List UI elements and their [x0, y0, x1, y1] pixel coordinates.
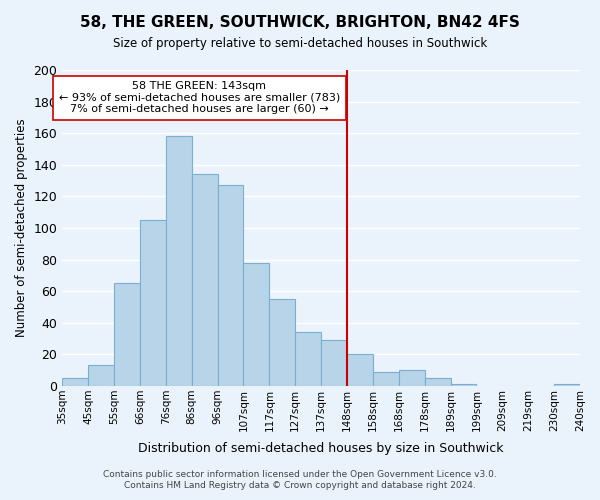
- Bar: [62, 378, 88, 386]
- Bar: [451, 384, 476, 386]
- Bar: [373, 372, 399, 386]
- Bar: [295, 332, 321, 386]
- Bar: [321, 340, 347, 386]
- Text: Size of property relative to semi-detached houses in Southwick: Size of property relative to semi-detach…: [113, 38, 487, 51]
- Bar: [554, 384, 580, 386]
- Text: 58 THE GREEN: 143sqm
← 93% of semi-detached houses are smaller (783)
7% of semi-: 58 THE GREEN: 143sqm ← 93% of semi-detac…: [59, 81, 340, 114]
- Bar: [269, 299, 295, 386]
- X-axis label: Distribution of semi-detached houses by size in Southwick: Distribution of semi-detached houses by …: [139, 442, 504, 455]
- Y-axis label: Number of semi-detached properties: Number of semi-detached properties: [15, 118, 28, 338]
- Bar: [347, 354, 373, 386]
- Text: 58, THE GREEN, SOUTHWICK, BRIGHTON, BN42 4FS: 58, THE GREEN, SOUTHWICK, BRIGHTON, BN42…: [80, 15, 520, 30]
- Bar: [244, 263, 269, 386]
- Bar: [399, 370, 425, 386]
- Bar: [114, 284, 140, 386]
- Bar: [88, 366, 114, 386]
- Text: Contains public sector information licensed under the Open Government Licence v3: Contains public sector information licen…: [103, 470, 497, 479]
- Bar: [140, 220, 166, 386]
- Bar: [218, 186, 244, 386]
- Text: Contains HM Land Registry data © Crown copyright and database right 2024.: Contains HM Land Registry data © Crown c…: [124, 481, 476, 490]
- Bar: [166, 136, 192, 386]
- Bar: [192, 174, 218, 386]
- Bar: [425, 378, 451, 386]
